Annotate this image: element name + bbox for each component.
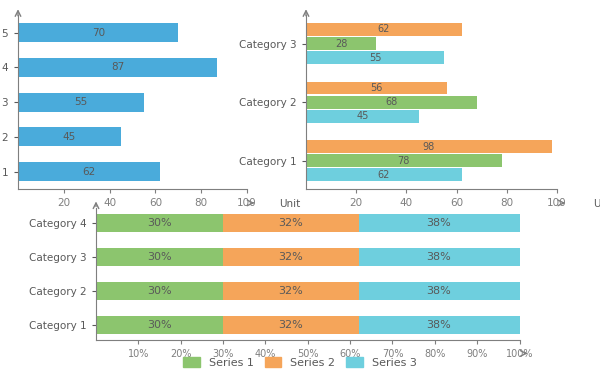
Text: 32%: 32% (278, 252, 303, 262)
Text: 38%: 38% (427, 286, 451, 296)
Text: 38%: 38% (427, 320, 451, 330)
Bar (359, 282, 520, 300)
Text: 62: 62 (377, 25, 390, 34)
X-axis label: Unit: Unit (593, 200, 600, 209)
Bar (359, 214, 520, 232)
Bar (96, 282, 223, 300)
Bar (306, 82, 446, 94)
Bar (306, 168, 461, 181)
Text: 28: 28 (335, 39, 347, 48)
Bar (18, 127, 121, 146)
Bar (18, 162, 160, 181)
Text: 87: 87 (111, 62, 124, 72)
Bar (96, 214, 223, 232)
Text: 55: 55 (369, 53, 381, 63)
Bar (96, 316, 223, 334)
Text: 38%: 38% (427, 252, 451, 262)
Bar (359, 316, 520, 334)
Bar (306, 96, 476, 108)
Text: 45: 45 (63, 132, 76, 142)
Bar (306, 154, 502, 167)
Text: 78: 78 (398, 156, 410, 166)
Bar (96, 248, 223, 266)
Text: 30%: 30% (147, 218, 172, 228)
Text: 62: 62 (377, 170, 390, 180)
Text: 70: 70 (92, 28, 105, 37)
Text: 32%: 32% (278, 320, 303, 330)
Bar (18, 58, 217, 77)
Bar (223, 316, 359, 334)
Text: 55: 55 (74, 97, 88, 107)
Bar (223, 282, 359, 300)
Text: 38%: 38% (427, 218, 451, 228)
Text: 32%: 32% (278, 218, 303, 228)
Bar (18, 93, 144, 112)
Legend: Series 1, Series 2, Series 3: Series 1, Series 2, Series 3 (179, 353, 421, 372)
Text: 30%: 30% (147, 286, 172, 296)
Text: 30%: 30% (147, 320, 172, 330)
Bar (306, 110, 419, 122)
Text: 32%: 32% (278, 286, 303, 296)
Bar (306, 140, 552, 153)
Text: 30%: 30% (147, 252, 172, 262)
Bar (306, 23, 461, 36)
X-axis label: Unit: Unit (280, 200, 301, 209)
Bar (306, 37, 376, 50)
Text: 45: 45 (356, 111, 368, 121)
Text: 68: 68 (385, 97, 397, 107)
Bar (18, 23, 178, 42)
Text: 98: 98 (423, 141, 435, 152)
Bar (223, 248, 359, 266)
Bar (306, 51, 444, 64)
Bar (359, 248, 520, 266)
Bar (223, 214, 359, 232)
Text: 62: 62 (82, 167, 95, 177)
Text: 56: 56 (370, 83, 382, 93)
